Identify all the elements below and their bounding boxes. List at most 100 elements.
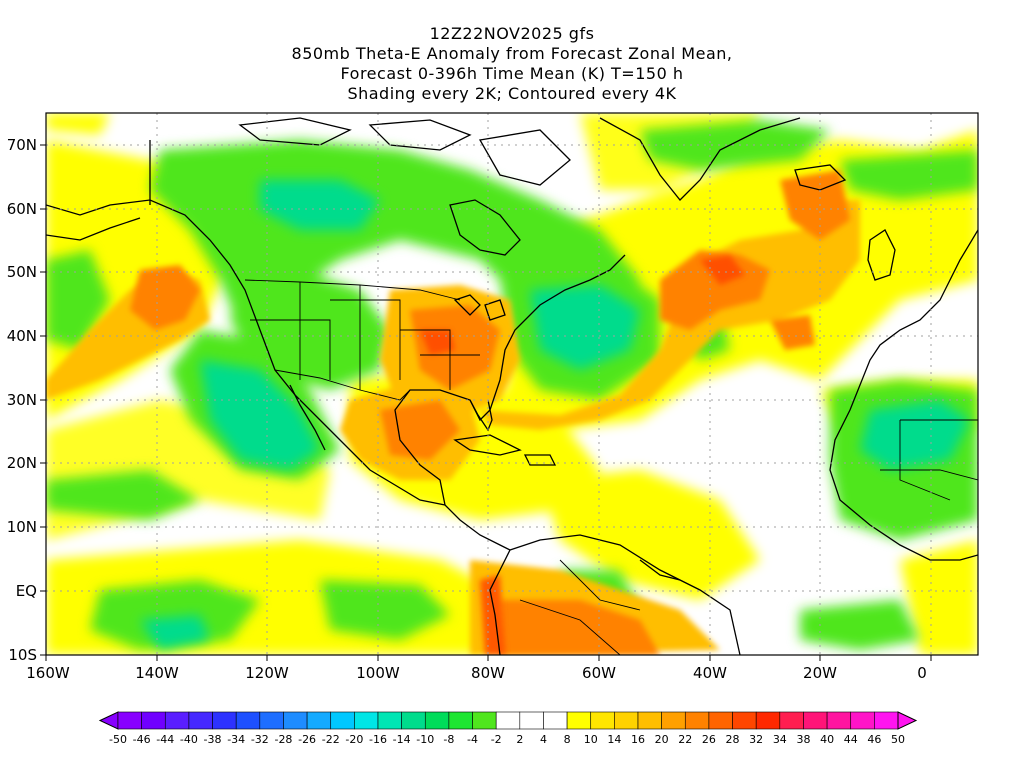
colorbar-tick-label: -2	[491, 733, 502, 746]
colorbar-swatch	[164, 711, 190, 730]
colorbar-tick-label: -28	[274, 733, 292, 746]
colorbar-tick-label: 40	[820, 733, 834, 746]
colorbar-swatch	[543, 711, 568, 730]
colorbar-swatch	[495, 711, 521, 730]
colorbar-swatch	[708, 711, 733, 730]
colorbar	[98, 711, 918, 730]
colorbar-swatch	[141, 711, 166, 730]
colorbar-swatch	[472, 711, 497, 730]
colorbar-max-arrow	[897, 711, 918, 730]
colorbar-swatch	[566, 711, 592, 730]
colorbar-labels: -50 -46 -44 -40 -38 -34 -32 -28 -26 -22 -20 -16 -14-…	[109, 733, 905, 746]
lat-label: 30N	[7, 391, 37, 409]
colorbar-tick-label: 16	[631, 733, 645, 746]
colorbar-swatch	[590, 711, 615, 730]
colorbar-swatch	[117, 711, 142, 730]
colorbar-tick-label: 32	[749, 733, 763, 746]
colorbar-tick-label: 20	[655, 733, 669, 746]
lon-label: 60W	[582, 664, 616, 682]
colorbar-tick-label: 2	[516, 733, 523, 746]
map-plot-area	[46, 113, 978, 655]
chart-title-line-3: Forecast 0-396h Time Mean (K) T=150 h	[340, 64, 684, 83]
colorbar-swatch	[519, 711, 544, 730]
colorbar-tick-label: -50	[109, 733, 127, 746]
colorbar-tick-label: 34	[773, 733, 787, 746]
colorbar-swatch	[684, 711, 710, 730]
colorbar-tick-label: 44	[844, 733, 858, 746]
colorbar-swatch	[212, 711, 237, 730]
lat-label: 10N	[7, 518, 37, 536]
colorbar-tick-label: -14	[393, 733, 411, 746]
colorbar-tick-label: -38	[204, 733, 222, 746]
colorbar-swatch	[637, 711, 662, 730]
colorbar-tick-label: -22	[322, 733, 340, 746]
lon-label: 0	[917, 664, 927, 682]
colorbar-tick-label: -4	[467, 733, 478, 746]
colorbar-tick-label: 8	[564, 733, 571, 746]
chart-title-line-1: 12Z22NOV2025 gfs	[429, 24, 595, 43]
colorbar-tick-label: 38	[796, 733, 810, 746]
colorbar-swatch	[283, 711, 308, 730]
lat-label: 40N	[7, 327, 37, 345]
positive-max-shading	[420, 255, 745, 655]
lon-label: 140W	[135, 664, 179, 682]
lat-label: 50N	[7, 263, 37, 281]
colorbar-tick-label: -46	[133, 733, 151, 746]
colorbar-swatch	[424, 711, 450, 730]
colorbar-tick-label: -26	[298, 733, 316, 746]
colorbar-tick-label: 22	[678, 733, 692, 746]
lon-label: 40W	[693, 664, 727, 682]
colorbar-tick-label: 4	[540, 733, 547, 746]
colorbar-swatch	[188, 711, 213, 730]
political-borders	[244, 279, 978, 655]
colorbar-swatch	[377, 711, 402, 730]
colorbar-tick-label: 46	[867, 733, 881, 746]
colorbar-swatch	[661, 711, 686, 730]
colorbar-swatch	[614, 711, 639, 730]
colorbar-tick-label: -16	[369, 733, 387, 746]
lat-label: EQ	[16, 582, 37, 600]
lat-label: 70N	[7, 136, 37, 154]
colorbar-swatch	[354, 711, 379, 730]
colorbar-tick-label: -20	[345, 733, 363, 746]
colorbar-tick-label: 10	[584, 733, 598, 746]
lon-label: 120W	[245, 664, 289, 682]
colorbar-swatch	[330, 711, 355, 730]
colorbar-tick-label: -40	[180, 733, 198, 746]
colorbar-swatch	[448, 711, 473, 730]
negative-mid-shading	[140, 180, 970, 650]
colorbar-swatch	[732, 711, 757, 730]
lon-label: 20W	[803, 664, 837, 682]
colorbar-swatch	[755, 711, 781, 730]
colorbar-tick-label: 26	[702, 733, 716, 746]
positive-strong-shading	[130, 170, 850, 655]
longitude-labels: 160W 140W 120W 100W 80W 60W 40W 20W 0	[26, 664, 927, 682]
lat-label: 20N	[7, 454, 37, 472]
map-frame	[45, 112, 979, 656]
colorbar-swatch	[779, 711, 804, 730]
lat-label: 10S	[8, 646, 37, 664]
colorbar-tick-label: 28	[726, 733, 740, 746]
colorbar-swatch	[401, 711, 426, 730]
colorbar-tick-label: 50	[891, 733, 905, 746]
colorbar-swatch	[306, 711, 332, 730]
coastlines	[46, 117, 978, 655]
colorbar-tick-label: -10	[416, 733, 434, 746]
colorbar-swatch	[235, 711, 261, 730]
colorbar-tick-label: -32	[251, 733, 269, 746]
axis-ticks	[40, 144, 932, 661]
lon-label: 160W	[26, 664, 70, 682]
colorbar-swatch	[259, 711, 284, 730]
chart-title-line-4: Shading every 2K; Contoured every 4K	[347, 84, 677, 103]
colorbar-swatch	[850, 711, 875, 730]
latitude-labels: 70N 60N 50N 40N 30N 20N 10N EQ 10S	[7, 136, 37, 664]
lon-label: 100W	[356, 664, 400, 682]
colorbar-swatch	[874, 711, 899, 730]
colorbar-tick-label: -8	[443, 733, 454, 746]
lat-label: 60N	[7, 200, 37, 218]
colorbar-swatch	[826, 711, 852, 730]
lat-lon-gridlines	[46, 113, 978, 655]
colorbar-tick-label: 14	[607, 733, 621, 746]
colorbar-tick-label: -44	[156, 733, 174, 746]
